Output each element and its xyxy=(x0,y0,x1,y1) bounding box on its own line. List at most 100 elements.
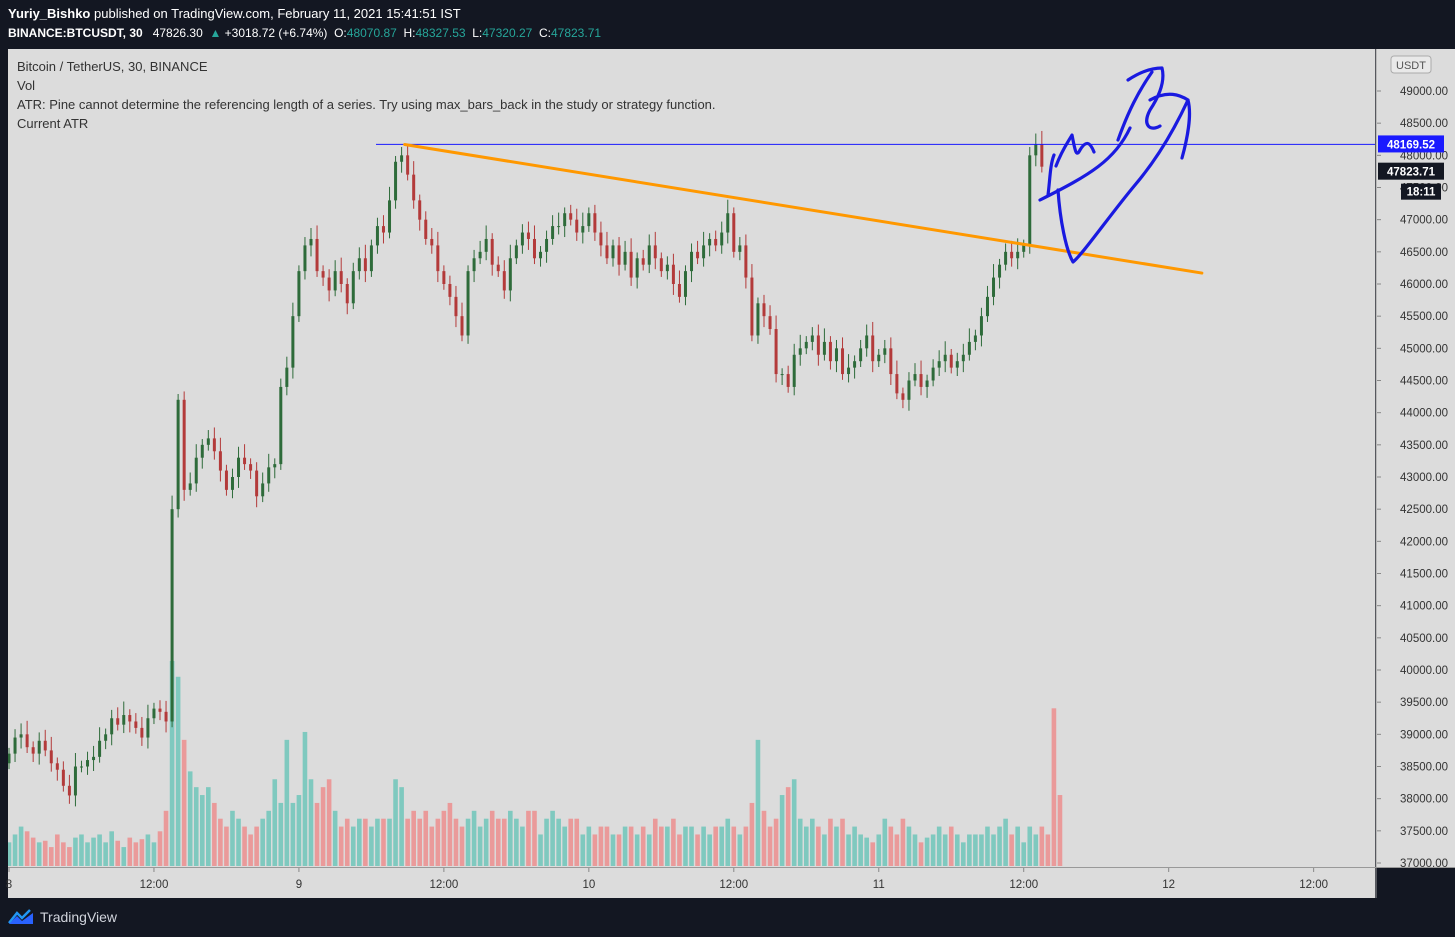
countdown-tag xyxy=(1401,183,1441,200)
symbol-label[interactable]: BINANCE:BTCUSDT, 30 xyxy=(8,26,143,40)
volume-bar xyxy=(918,842,924,866)
candle-body xyxy=(212,438,216,452)
volume-bar xyxy=(230,810,235,866)
volume-bar xyxy=(592,834,598,866)
chart-plot-area[interactable] xyxy=(8,49,1375,867)
volume-bar xyxy=(465,818,471,866)
volume-bar xyxy=(85,842,90,866)
candle-body xyxy=(593,213,597,233)
volume-bar xyxy=(387,818,392,866)
x-tick-label: 12:00 xyxy=(140,879,169,891)
candle-body xyxy=(780,374,784,376)
candle-body xyxy=(798,348,802,355)
volume-bar xyxy=(532,810,537,866)
volume-bar xyxy=(761,810,767,866)
candle-body xyxy=(466,271,470,336)
volume-bar xyxy=(695,834,700,866)
volume-bar xyxy=(1039,826,1045,866)
volume-bar xyxy=(181,739,187,866)
candle-body xyxy=(454,296,458,317)
candle-body xyxy=(224,470,228,490)
candle-body xyxy=(303,245,307,272)
candle-body xyxy=(931,367,935,381)
volume-bar xyxy=(900,818,906,866)
volume-bar xyxy=(810,818,815,866)
time-axis[interactable] xyxy=(8,868,1375,898)
candle-body xyxy=(629,251,633,278)
volume-bar xyxy=(707,834,712,866)
candle-body xyxy=(889,348,893,375)
close-value: 47823.71 xyxy=(550,26,602,40)
candle-body xyxy=(345,284,349,304)
candle-body xyxy=(949,354,953,368)
y-tick-label: 46000.00 xyxy=(1400,279,1448,291)
volume-bar xyxy=(447,802,453,866)
candle-body xyxy=(907,380,911,400)
volume-bar xyxy=(562,826,567,866)
drawing-arrow-right xyxy=(1056,92,1192,264)
candle-body xyxy=(702,245,706,259)
volume-bar xyxy=(163,810,169,866)
volume-bar xyxy=(302,731,308,866)
volume-bar xyxy=(326,779,332,866)
candle-body xyxy=(955,361,959,368)
volume-bar xyxy=(363,818,368,866)
candle-body xyxy=(490,238,494,265)
volume-bar xyxy=(967,834,972,866)
volume-bar xyxy=(828,818,833,866)
volume-bar xyxy=(725,818,731,866)
candle-body xyxy=(122,715,126,725)
volume-bar xyxy=(1021,842,1027,866)
volume-bar xyxy=(236,818,241,866)
y-tick-label: 49000.00 xyxy=(1400,86,1448,98)
volume-bar xyxy=(816,826,821,866)
volume-bar xyxy=(779,795,785,866)
volume-bar xyxy=(652,818,658,866)
volume-bar xyxy=(882,818,888,866)
candle-body xyxy=(158,708,162,712)
volume-bar xyxy=(894,834,900,866)
candle-body xyxy=(973,335,977,342)
tradingview-brand[interactable]: TradingView xyxy=(40,909,118,925)
volume-bar xyxy=(375,818,380,866)
candle-body xyxy=(309,238,313,246)
volume-bar xyxy=(79,834,84,866)
volume-bar xyxy=(381,818,386,866)
candle-body xyxy=(61,769,65,786)
x-tick-label: 12:00 xyxy=(1009,879,1038,891)
candle-body xyxy=(351,271,355,304)
y-tick-label: 37500.00 xyxy=(1400,826,1448,838)
x-tick-label: 11 xyxy=(873,879,885,891)
candle-body xyxy=(690,251,694,272)
candle-body xyxy=(79,766,83,768)
candle-body xyxy=(545,238,549,252)
candle-body xyxy=(671,264,675,284)
author-name[interactable]: Yuriy_Bishko xyxy=(8,6,91,21)
volume-bar xyxy=(369,826,374,866)
candle-body xyxy=(321,271,325,278)
volume-bar xyxy=(1003,818,1008,866)
legend-volume[interactable]: Vol xyxy=(17,78,36,93)
candle-body xyxy=(98,740,102,757)
candle-body xyxy=(514,245,518,259)
y-tick-label: 41500.00 xyxy=(1400,569,1448,581)
volume-bar xyxy=(248,834,253,866)
candle-body xyxy=(273,464,277,468)
volume-bar xyxy=(671,818,676,866)
volume-bar xyxy=(1015,826,1020,866)
candle-body xyxy=(128,715,132,722)
candle-body xyxy=(677,284,681,297)
candle-body xyxy=(599,232,603,246)
volume-bar xyxy=(1033,834,1039,866)
hline-price-tag xyxy=(1378,135,1444,153)
candle-body xyxy=(913,374,917,381)
candle-body xyxy=(563,213,567,227)
legend-atr-error[interactable]: ATR: Pine cannot determine the referenci… xyxy=(17,97,716,112)
legend-current-atr[interactable]: Current ATR xyxy=(17,116,89,131)
volume-bar xyxy=(870,842,876,866)
candle-body xyxy=(979,316,983,336)
volume-bar xyxy=(803,826,809,866)
volume-bar xyxy=(290,802,296,866)
candle-body xyxy=(134,721,138,728)
volume-bar xyxy=(634,834,640,866)
